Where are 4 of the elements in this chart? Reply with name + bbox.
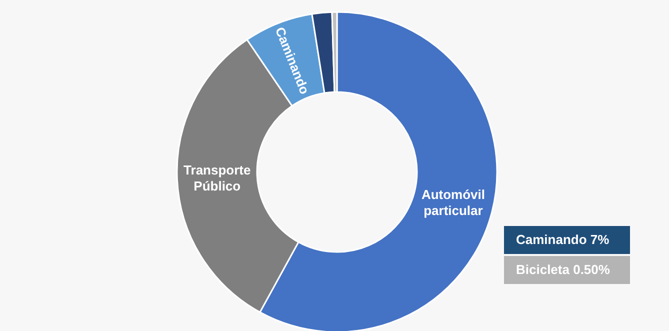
slice-label: Transporte Público	[184, 162, 251, 194]
slice-label: Automóvil particular	[421, 186, 486, 218]
text: Bicicleta 0.50%	[504, 256, 630, 284]
text: Caminando 7%	[504, 226, 630, 254]
